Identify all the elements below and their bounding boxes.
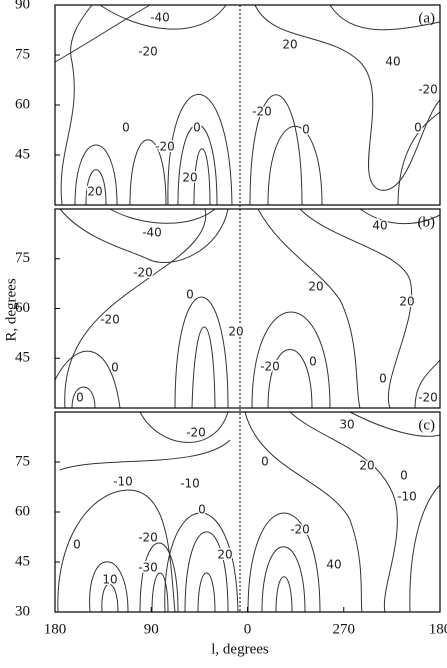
y-tick-label: 75 [15, 250, 30, 266]
contour-label: 0 [186, 288, 194, 302]
contour-label: 0 [111, 361, 119, 375]
panel-label: (c) [418, 417, 435, 433]
contour-label: -40 [150, 11, 170, 25]
x-tick-label: 180 [44, 621, 67, 637]
contour-label: 0 [379, 372, 387, 386]
x-tick-label: 270 [333, 621, 356, 637]
contour-label: 30 [339, 418, 354, 432]
contour-label: -40 [142, 226, 162, 240]
contour-label: 20 [228, 325, 243, 339]
contour-label: -30 [138, 561, 158, 575]
contour-label: -20 [290, 523, 310, 537]
contour-label: -20 [100, 313, 120, 327]
contour-label: 0 [414, 121, 422, 135]
x-tick-label: 90 [144, 621, 159, 637]
panel-label: (a) [418, 10, 435, 26]
contour-label: -10 [113, 475, 133, 489]
x-tick-label: 180 [429, 621, 447, 637]
x-tick-label: 0 [244, 621, 252, 637]
y-tick-label: 90 [15, 0, 30, 12]
x-axis-label: l, degrees [211, 641, 269, 657]
contour-label: 20 [87, 185, 102, 199]
contours-b [54, 208, 441, 409]
y-tick-label: 45 [15, 146, 30, 162]
contour-label: -20 [155, 140, 175, 154]
y-tick-label: 75 [15, 46, 30, 62]
contour-label: 0 [193, 121, 201, 135]
contour-label: -10 [180, 477, 200, 491]
contour-label: 20 [282, 38, 297, 52]
contour-label: 40 [372, 219, 387, 233]
contours-a [54, 4, 441, 206]
contour-label: 20 [399, 295, 414, 309]
contour-label: -20 [138, 531, 158, 545]
contour-label: 0 [261, 455, 269, 469]
contour-label: 40 [385, 55, 400, 69]
contour-label: 0 [73, 538, 81, 552]
contour-label: 20 [308, 280, 323, 294]
contour-label: -20 [418, 83, 438, 97]
contour-label: 20 [359, 459, 374, 473]
contour-label: -20 [418, 391, 438, 405]
contour-label: 0 [302, 123, 310, 137]
y-tick-label: 75 [15, 453, 30, 469]
panel-label: (b) [418, 214, 436, 230]
contour-label: 0 [76, 391, 84, 405]
contour-label: -20 [252, 105, 272, 119]
y-tick-label: 60 [15, 300, 30, 316]
contour-label: 10 [102, 573, 117, 587]
panel-frame [54, 4, 441, 206]
contour-label: 20 [217, 548, 232, 562]
y-tick-label: 60 [15, 96, 30, 112]
contour-label: 0 [400, 469, 408, 483]
contour-label: 0 [122, 121, 130, 135]
y-tick-label: 45 [15, 553, 30, 569]
y-tick-label: 30 [15, 603, 30, 619]
contour-label: 0 [309, 355, 317, 369]
contour-label: -20 [138, 45, 158, 59]
contour-label: 0 [198, 503, 206, 517]
contours-c [57, 411, 441, 613]
contour-label: -20 [260, 360, 280, 374]
contour-label: 20 [182, 171, 197, 185]
y-axis-label: R, degrees [3, 278, 19, 341]
contour-label: -20 [133, 266, 153, 280]
contour-label: 40 [326, 558, 341, 572]
contour-label: -20 [186, 426, 206, 440]
contour-label: -10 [397, 490, 417, 504]
y-tick-label: 60 [15, 503, 30, 519]
y-tick-label: 45 [15, 350, 30, 366]
